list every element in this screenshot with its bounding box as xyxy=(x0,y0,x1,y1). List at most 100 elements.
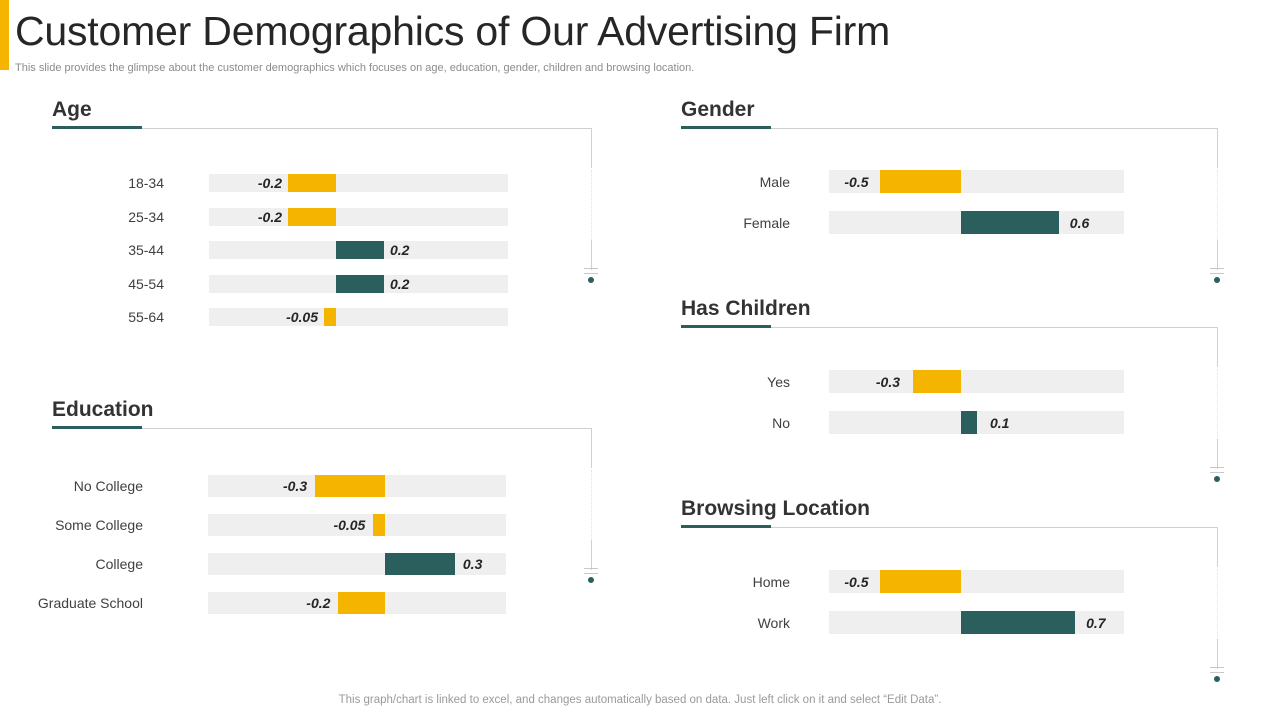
panel-divider xyxy=(52,428,592,429)
side-connector-line xyxy=(1217,527,1218,567)
bar-graduate-school xyxy=(338,592,385,614)
side-connector-line xyxy=(1217,327,1218,367)
bar-35-44 xyxy=(336,241,384,259)
connector-tick xyxy=(584,268,598,269)
category-label-18-34: 18-34 xyxy=(128,175,164,191)
bar-55-64 xyxy=(324,308,336,326)
side-connector-line xyxy=(591,428,592,468)
value-label-graduate-school: -0.2 xyxy=(306,595,331,611)
category-label-male: Male xyxy=(759,173,790,190)
connector-dot xyxy=(1214,476,1220,482)
title-underline xyxy=(52,426,142,429)
connector-dot xyxy=(588,277,594,283)
side-connector-dotted xyxy=(591,470,592,540)
category-label-some-college: Some College xyxy=(55,517,143,533)
value-label-no: 0.1 xyxy=(990,414,1010,431)
panel-title: Gender xyxy=(681,98,755,121)
connector-tick xyxy=(1210,672,1224,673)
category-label-25-34: 25-34 xyxy=(128,208,164,225)
bar-track xyxy=(829,370,1124,393)
side-connector-dotted xyxy=(1217,569,1218,639)
education-panel: Education No College -0.3 Some College -0.05… xyxy=(38,398,598,614)
bar-track xyxy=(208,514,506,536)
value-label-female: 0.6 xyxy=(1069,214,1090,231)
side-connector-dotted xyxy=(591,170,592,240)
value-label-work: 0.7 xyxy=(1086,614,1106,631)
panel-divider xyxy=(681,128,1218,129)
side-connector-line-lower xyxy=(591,240,592,270)
connector-tick xyxy=(1210,268,1224,269)
bar-track xyxy=(829,211,1124,234)
connector-dot xyxy=(1214,277,1220,283)
has-children-panel: Has Children Yes -0.3 No 0.1 xyxy=(681,297,1224,485)
value-label-college: 0.3 xyxy=(462,556,483,572)
value-label-35-44: 0.2 xyxy=(390,242,410,258)
title-underline xyxy=(681,126,771,129)
value-label-home: -0.5 xyxy=(844,573,869,590)
side-connector-line xyxy=(591,128,592,168)
side-connector-line-lower xyxy=(1217,439,1218,469)
bar-track xyxy=(209,308,508,326)
panel-title: Browsing Location xyxy=(681,497,870,520)
bar-yes xyxy=(913,370,961,393)
bar-track xyxy=(829,611,1124,634)
bar-track xyxy=(829,570,1124,593)
connector-tick xyxy=(1210,667,1224,668)
bar-25-34 xyxy=(288,207,336,226)
category-label-college: College xyxy=(95,556,143,572)
category-label-45-54: 45-54 xyxy=(128,275,164,292)
bar-some-college xyxy=(373,514,385,536)
category-label-yes: Yes xyxy=(767,373,790,390)
bar-track xyxy=(209,274,508,293)
bar-no-college xyxy=(315,475,385,497)
bar-18-34 xyxy=(288,174,336,192)
value-label-no-college: -0.3 xyxy=(282,478,308,494)
panel-title: Has Children xyxy=(681,297,811,320)
panel-divider xyxy=(681,527,1218,528)
category-label-home: Home xyxy=(752,573,790,590)
bar-male xyxy=(879,170,961,193)
browsing-location-panel: Browsing Location Home -0.5 Work 0.7 xyxy=(681,497,1224,685)
bar-college xyxy=(385,553,455,575)
bar-no xyxy=(961,411,977,434)
connector-dot xyxy=(588,577,594,583)
connector-tick xyxy=(1210,467,1224,468)
bar-track xyxy=(829,170,1124,193)
value-label-18-34: -0.2 xyxy=(257,175,282,191)
page-subtitle: This slide provides the glimpse about th… xyxy=(15,62,695,74)
connector-tick xyxy=(1210,273,1224,274)
panel-title: Education xyxy=(52,398,154,421)
bar-female xyxy=(961,211,1059,234)
value-label-yes: -0.3 xyxy=(875,373,900,390)
value-label-55-64: -0.05 xyxy=(286,309,318,325)
connector-tick xyxy=(584,568,598,569)
bar-track xyxy=(209,207,508,226)
bar-track xyxy=(209,174,508,192)
bar-track xyxy=(208,553,506,575)
category-label-no-college: No College xyxy=(73,478,143,494)
title-underline xyxy=(681,325,771,328)
gender-panel: Gender Male -0.5 Female 0.6 xyxy=(681,98,1224,286)
bar-track xyxy=(208,475,506,497)
connector-tick xyxy=(1210,472,1224,473)
bar-track xyxy=(209,241,508,259)
panel-divider xyxy=(52,128,592,129)
bar-work xyxy=(961,611,1076,634)
category-label-graduate-school: Graduate School xyxy=(37,595,143,611)
title-underline xyxy=(52,126,142,129)
category-label-35-44: 35-44 xyxy=(128,242,164,258)
side-connector-line-lower xyxy=(1217,639,1218,669)
connector-tick xyxy=(584,573,598,574)
value-label-male: -0.5 xyxy=(844,173,869,190)
side-connector-dotted xyxy=(1217,170,1218,240)
value-label-45-54: 0.2 xyxy=(390,275,410,292)
bar-home xyxy=(879,570,961,593)
category-label-55-64: 55-64 xyxy=(128,309,164,325)
category-label-work: Work xyxy=(757,614,790,631)
title-underline xyxy=(681,525,771,528)
footer-note: This graph/chart is linked to excel, and… xyxy=(338,694,942,706)
category-label-no: No xyxy=(772,414,790,431)
side-connector-dotted xyxy=(1217,369,1218,439)
page-title: Customer Demographics of Our Advertising… xyxy=(15,8,891,54)
panel-title: Age xyxy=(52,98,92,121)
